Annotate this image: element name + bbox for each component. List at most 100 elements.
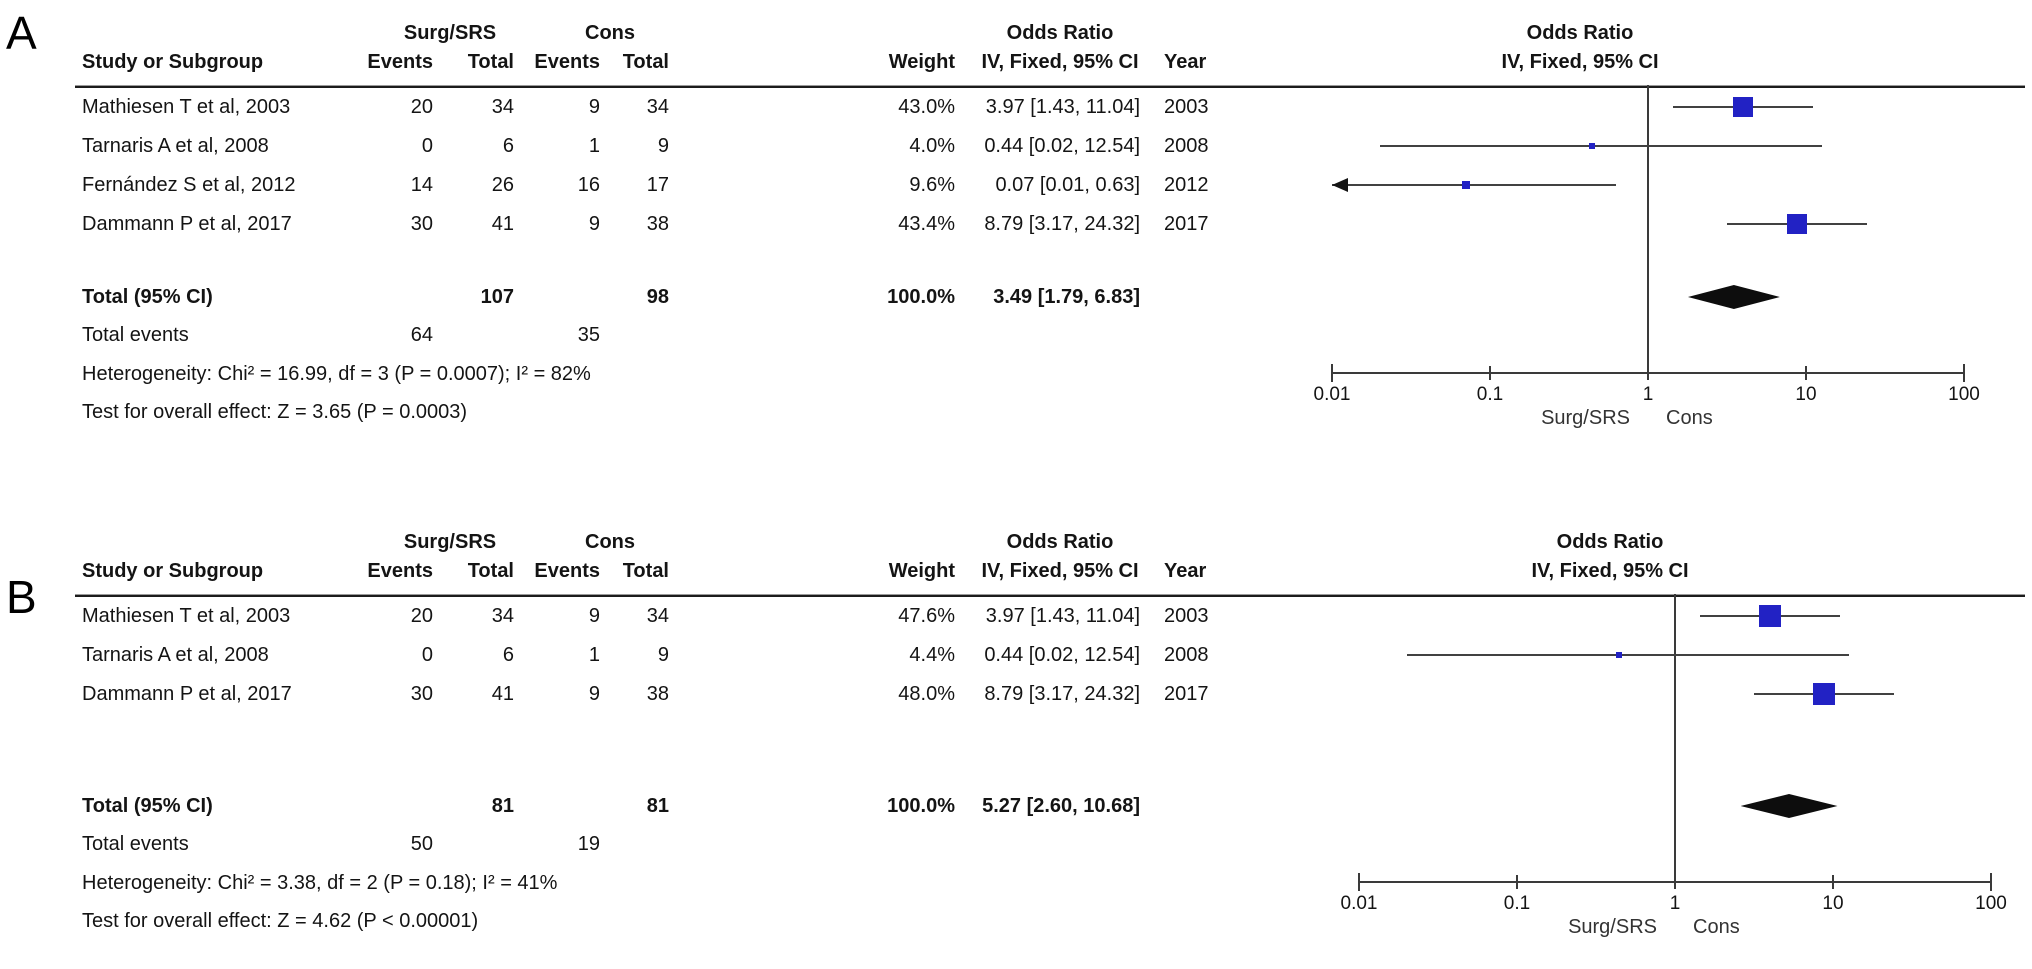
total1-value: 41: [491, 213, 514, 235]
or-column-header: Odds Ratio: [1006, 22, 1114, 44]
year-header: Year: [1164, 51, 1207, 73]
total-or-ci: 3.49 [1.79, 6.83]: [993, 286, 1140, 308]
axis-tick: [1832, 875, 1834, 889]
axis-tick-label: 10: [1822, 893, 1844, 914]
total2-header: Total: [622, 560, 669, 582]
header-rule: [75, 594, 2025, 597]
axis-tick: [1805, 366, 1807, 380]
overall-effect-line: Test for overall effect: Z = 3.65 (P = 0…: [82, 401, 468, 423]
group1-header: Surg/SRS: [403, 531, 497, 553]
plot-header-line2: IV, Fixed, 95% CI: [1501, 51, 1659, 73]
events1-value: 30: [410, 683, 433, 705]
effect-marker: [1732, 97, 1753, 117]
ci-clipped-arrow-left: [1332, 178, 1348, 192]
year-value: 2012: [1164, 174, 1209, 196]
or-ci-value: 3.97 [1.43, 11.04]: [985, 605, 1140, 627]
study-name: Mathiesen T et al, 2003: [82, 96, 291, 118]
events2-value: 9: [588, 213, 600, 235]
weight-value: 4.4%: [909, 644, 955, 666]
events1-header: Events: [367, 51, 433, 73]
or-ci-value: 0.44 [0.02, 12.54]: [984, 135, 1140, 157]
ci-line: [1379, 145, 1822, 147]
or-ci-value: 0.07 [0.01, 0.63]: [995, 174, 1140, 196]
weight-value: 4.0%: [909, 135, 955, 157]
total-weight: 100.0%: [887, 286, 955, 308]
weight-header: Weight: [888, 560, 955, 582]
weight-value: 48.0%: [898, 683, 955, 705]
total-events-2: 35: [577, 324, 600, 346]
year-value: 2008: [1164, 644, 1209, 666]
total2-value: 38: [646, 213, 669, 235]
events1-value: 0: [421, 644, 433, 666]
events2-value: 1: [588, 135, 600, 157]
header-rule: [75, 85, 2025, 88]
ci-line: [1332, 184, 1617, 186]
total1-value: 41: [491, 683, 514, 705]
events2-value: 1: [588, 644, 600, 666]
events2-value: 9: [588, 96, 600, 118]
study-name: Tarnaris A et al, 2008: [82, 135, 269, 157]
total1-value: 34: [491, 96, 514, 118]
favours-left-label: Surg/SRS: [1541, 407, 1630, 429]
or-column-header: Odds Ratio: [1006, 531, 1114, 553]
effect-marker: [1588, 143, 1595, 149]
group1-header: Surg/SRS: [403, 22, 497, 44]
total-events-label: Total events: [82, 833, 189, 855]
events1-value: 14: [410, 174, 433, 196]
axis-tick-label: 100: [1975, 893, 2007, 914]
favours-right-label: Cons: [1693, 916, 1740, 938]
study-name: Dammann P et al, 2017: [82, 683, 292, 705]
total-n1: 107: [480, 286, 514, 308]
total-row-label: Total (95% CI): [82, 286, 213, 308]
or-method-header: IV, Fixed, 95% CI: [981, 51, 1139, 73]
panel-label: A: [6, 7, 37, 59]
axis-tick-label: 0.01: [1313, 384, 1351, 405]
total2-value: 34: [646, 96, 669, 118]
study-name: Dammann P et al, 2017: [82, 213, 292, 235]
favours-right-label: Cons: [1666, 407, 1713, 429]
events2-header: Events: [534, 51, 600, 73]
events1-value: 20: [410, 605, 433, 627]
axis-tick: [1990, 873, 1992, 891]
events2-value: 16: [577, 174, 600, 196]
axis-tick: [1489, 366, 1491, 380]
total2-value: 17: [646, 174, 669, 196]
total-events-label: Total events: [82, 324, 189, 346]
axis-tick-label: 0.01: [1340, 893, 1378, 914]
year-value: 2017: [1164, 683, 1209, 705]
year-value: 2003: [1164, 605, 1209, 627]
events1-value: 0: [421, 135, 433, 157]
total1-value: 6: [502, 135, 514, 157]
or-ci-value: 0.44 [0.02, 12.54]: [984, 644, 1140, 666]
total1-header: Total: [467, 51, 514, 73]
heterogeneity-line: Heterogeneity: Chi² = 16.99, df = 3 (P =…: [82, 363, 591, 385]
summary-diamond: [1687, 285, 1780, 309]
total-n2: 98: [646, 286, 669, 308]
axis-tick: [1674, 875, 1676, 889]
study-name: Tarnaris A et al, 2008: [82, 644, 269, 666]
year-header: Year: [1164, 560, 1207, 582]
no-effect-line: [1674, 594, 1676, 882]
study-name: Mathiesen T et al, 2003: [82, 605, 291, 627]
total2-value: 9: [657, 644, 669, 666]
group2-header: Cons: [585, 531, 635, 553]
axis-tick: [1331, 364, 1333, 382]
weight-value: 9.6%: [909, 174, 955, 196]
total2-header: Total: [622, 51, 669, 73]
or-ci-value: 8.79 [3.17, 24.32]: [984, 683, 1140, 705]
total-weight: 100.0%: [887, 795, 955, 817]
weight-value: 43.0%: [898, 96, 955, 118]
summary-diamond: [1740, 794, 1838, 818]
favours-left-label: Surg/SRS: [1568, 916, 1657, 938]
year-value: 2008: [1164, 135, 1209, 157]
axis-tick-label: 0.1: [1476, 384, 1504, 405]
total-events-1: 64: [410, 324, 433, 346]
axis-tick: [1516, 875, 1518, 889]
or-ci-value: 8.79 [3.17, 24.32]: [984, 213, 1140, 235]
total-row-label: Total (95% CI): [82, 795, 213, 817]
group2-header: Cons: [585, 22, 635, 44]
events1-value: 30: [410, 213, 433, 235]
events2-header: Events: [534, 560, 600, 582]
events2-value: 9: [588, 605, 600, 627]
